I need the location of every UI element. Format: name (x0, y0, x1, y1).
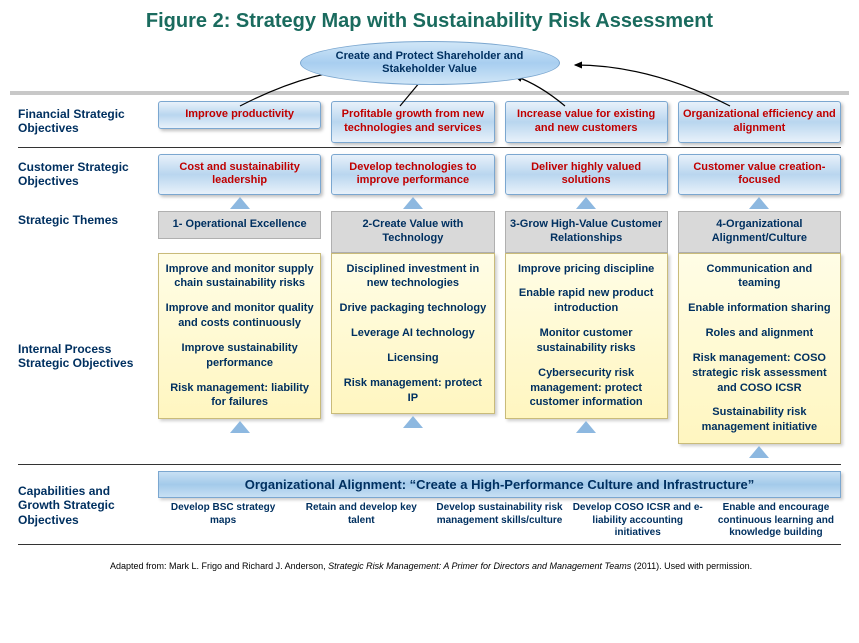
arrow-up-icon (749, 446, 769, 458)
row-label-capabilities: Capabilities and Growth Strategic Object… (18, 478, 148, 533)
customer-cell-1: Cost and sustainability leadership (158, 154, 321, 196)
internal-3-item: Enable rapid new product introduction (512, 286, 661, 316)
arrow-up-icon (230, 197, 250, 209)
arrow-up-icon (576, 421, 596, 433)
capabilities-item: Retain and develop key talent (296, 502, 426, 540)
citation-prefix: Adapted from: Mark L. Frigo and Richard … (110, 561, 328, 571)
top-oval-text: Create and Protect Shareholder and Stake… (321, 50, 539, 76)
internal-1-item: Risk management: liability for failures (165, 381, 314, 411)
customer-cell-2: Develop technologies to improve performa… (331, 154, 494, 196)
separator-1 (18, 147, 841, 148)
financial-cell-1: Improve productivity (158, 101, 321, 129)
theme-cell-2: 2-Create Value with Technology (331, 211, 494, 253)
internal-1-item: Improve and monitor supply chain sustain… (165, 262, 314, 292)
citation-title: Strategic Risk Management: A Primer for … (328, 561, 631, 571)
arrow-up-icon (403, 197, 423, 209)
theme-cell-3: 3-Grow High-Value Customer Relationships (505, 211, 668, 253)
internal-3-item: Cybersecurity risk management: protect c… (512, 366, 661, 411)
figure-title: Figure 2: Strategy Map with Sustainabili… (10, 10, 849, 33)
row-label-internal: Internal Process Strategic Objectives (18, 336, 148, 377)
capabilities-item: Enable and encourage continuous learning… (711, 502, 841, 540)
financial-cell-2: Profitable growth from new technologies … (331, 101, 494, 143)
citation: Adapted from: Mark L. Frigo and Richard … (10, 561, 849, 571)
capabilities-item: Develop BSC strategy maps (158, 502, 288, 540)
internal-4-item: Communication and teaming (685, 262, 834, 292)
internal-1-item: Improve sustainability performance (165, 341, 314, 371)
capabilities-item: Develop COSO ICSR and e-liability accoun… (573, 502, 703, 540)
separator-3 (18, 544, 841, 545)
internal-4-item: Sustainability risk management initiativ… (685, 405, 834, 435)
customer-cell-4: Customer value creation-focused (678, 154, 841, 196)
internal-cell-3: Improve pricing discipline Enable rapid … (505, 253, 668, 420)
internal-2-item: Drive packaging technology (338, 301, 487, 316)
internal-cell-2: Disciplined investment in new technologi… (331, 253, 494, 415)
citation-suffix: (2011). Used with permission. (631, 561, 752, 571)
internal-4-item: Roles and alignment (685, 326, 834, 341)
internal-3-item: Improve pricing discipline (512, 262, 661, 277)
arrow-up-icon (230, 421, 250, 433)
internal-cell-1: Improve and monitor supply chain sustain… (158, 253, 321, 420)
internal-2-item: Leverage AI technology (338, 326, 487, 341)
theme-cell-4: 4-Organizational Alignment/Culture (678, 211, 841, 253)
row-label-customer: Customer Strategic Objectives (18, 154, 148, 195)
internal-2-item: Disciplined investment in new technologi… (338, 262, 487, 292)
internal-cell-4: Communication and teaming Enable informa… (678, 253, 841, 445)
separator-2 (18, 464, 841, 465)
capabilities-item: Develop sustainability risk management s… (434, 502, 564, 540)
grey-divider (10, 91, 849, 95)
internal-2-item: Risk management: protect IP (338, 376, 487, 406)
internal-4-item: Risk management: COSO strategic risk ass… (685, 351, 834, 396)
row-label-financial: Financial Strategic Objectives (18, 101, 148, 142)
internal-4-item: Enable information sharing (685, 301, 834, 316)
row-label-themes: Strategic Themes (18, 211, 148, 233)
financial-cell-3: Increase value for existing and new cust… (505, 101, 668, 143)
top-oval: Create and Protect Shareholder and Stake… (300, 41, 560, 85)
financial-cell-4: Organizational efficiency and alignment (678, 101, 841, 143)
customer-cell-3: Deliver highly valued solutions (505, 154, 668, 196)
arrow-up-icon (576, 197, 596, 209)
internal-1-item: Improve and monitor quality and costs co… (165, 301, 314, 331)
internal-3-item: Monitor customer sustainability risks (512, 326, 661, 356)
capabilities-items: Develop BSC strategy maps Retain and dev… (158, 502, 841, 540)
theme-cell-1: 1- Operational Excellence (158, 211, 321, 239)
capabilities-bar: Organizational Alignment: “Create a High… (158, 471, 841, 498)
internal-2-item: Licensing (338, 351, 487, 366)
arrow-up-icon (749, 197, 769, 209)
arrow-up-icon (403, 416, 423, 428)
